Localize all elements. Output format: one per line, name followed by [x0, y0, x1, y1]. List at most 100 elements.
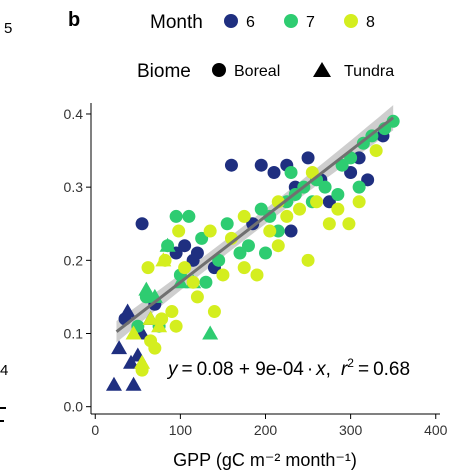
edge-tick-fragment-2: [0, 420, 4, 422]
data-point-boreal-month-8: [237, 209, 251, 223]
data-point-boreal-month-7: [169, 209, 183, 223]
data-point-tundra-month-8: [125, 325, 142, 340]
data-point-boreal-month-6: [301, 151, 315, 165]
data-point-boreal-month-8: [207, 305, 221, 319]
legend-biome: Biome Boreal Tundra: [137, 61, 394, 82]
legend-month-6-label: 6: [246, 14, 255, 31]
data-point-boreal-month-7: [331, 187, 345, 201]
data-point-boreal-month-6: [284, 224, 298, 238]
edge-fragment-top: 5: [4, 20, 12, 37]
data-point-boreal-month-6: [344, 166, 358, 180]
data-point-boreal-month-8: [322, 217, 336, 231]
data-point-tundra-month-7: [202, 325, 219, 340]
data-point-boreal-month-8: [263, 224, 277, 238]
data-point-boreal-month-7: [259, 246, 272, 260]
y-tick-label: 0.4: [64, 106, 84, 122]
data-point-boreal-month-8: [237, 261, 251, 275]
data-point-boreal-month-7: [254, 202, 268, 216]
equation-r-label: r: [341, 359, 348, 380]
legend-month: Month 6 7 8: [150, 12, 375, 33]
legend-month-7-label: 7: [306, 14, 315, 31]
legend-month-8-label: 8: [366, 14, 375, 31]
equation-dot: ·: [307, 359, 313, 380]
data-point-boreal-month-8: [172, 224, 186, 238]
data-point-boreal-month-8: [186, 275, 200, 289]
data-point-boreal-month-8: [148, 341, 162, 355]
data-point-boreal-month-7: [352, 180, 366, 194]
data-point-boreal-month-8: [165, 305, 179, 319]
data-point-boreal-month-7: [233, 246, 247, 260]
data-point-boreal-month-8: [331, 202, 345, 216]
y-tick-label: 0.2: [64, 252, 84, 268]
data-point-tundra-month-6: [125, 376, 142, 391]
legend-month-6-swatch: [224, 14, 238, 28]
equation-rhs-b: x: [315, 359, 327, 380]
y-tick-label: 0.1: [64, 326, 84, 342]
data-point-boreal-month-8: [178, 261, 192, 275]
y-tick-label: 0.3: [64, 179, 84, 195]
data-point-boreal-month-6: [361, 173, 375, 187]
data-point-boreal-month-8: [310, 195, 324, 209]
data-point-boreal-month-8: [190, 290, 204, 304]
data-point-boreal-month-7: [263, 209, 277, 223]
data-point-boreal-month-7: [335, 158, 349, 172]
data-point-boreal-month-8: [342, 217, 356, 231]
y-tick-label: 0.0: [64, 399, 84, 415]
y-ticks: 0.0 0.1 0.2 0.3 0.4: [64, 106, 91, 415]
data-point-tundra-month-7: [138, 281, 155, 296]
data-point-boreal-month-7: [182, 209, 196, 223]
equation-lhs: y: [166, 359, 179, 380]
data-point-boreal-month-6: [224, 158, 238, 172]
regression-equation: y = 0.08 + 9e-04 · x, r2 = 0.68: [166, 356, 410, 380]
equation-comma: ,: [326, 359, 331, 380]
x-ticks: 0 100 200 300 400: [91, 414, 448, 438]
x-axis-title: GPP (gC m⁻² month⁻¹): [173, 450, 357, 470]
data-point-boreal-month-7: [318, 180, 332, 194]
equation-r-equals: =: [358, 359, 369, 380]
data-points: [105, 114, 400, 391]
x-tick-label: 100: [169, 422, 193, 438]
data-point-boreal-month-7: [199, 275, 213, 289]
data-point-boreal-month-6: [267, 166, 281, 180]
data-point-boreal-month-8: [305, 166, 319, 180]
data-point-tundra-month-8: [142, 310, 159, 325]
data-point-boreal-month-6: [178, 239, 192, 253]
data-point-tundra-month-8: [155, 252, 172, 267]
legend-month-7-swatch: [284, 14, 298, 28]
x-tick-label: 0: [91, 422, 99, 438]
data-point-boreal-month-7: [220, 217, 234, 231]
data-point-boreal-month-6: [135, 217, 149, 231]
x-tick-label: 400: [424, 422, 448, 438]
equation-r-exponent: 2: [347, 356, 354, 370]
data-point-tundra-month-8: [151, 318, 168, 333]
data-point-tundra-month-6: [123, 354, 140, 369]
data-point-tundra-month-7: [159, 237, 176, 252]
equation-rhs-a: 0.08 + 9e-04: [197, 359, 305, 380]
data-point-boreal-month-8: [293, 202, 307, 216]
data-point-boreal-month-7: [284, 166, 298, 180]
equation-equals: =: [182, 359, 193, 380]
equation-r-value: 0.68: [373, 359, 410, 380]
data-point-boreal-month-6: [254, 158, 268, 172]
legend-boreal-label: Boreal: [234, 63, 280, 80]
legend-tundra-swatch: [313, 62, 331, 77]
data-point-boreal-month-7: [386, 114, 400, 128]
legend-biome-title: Biome: [137, 61, 191, 82]
x-tick-label: 300: [339, 422, 363, 438]
data-point-boreal-month-8: [271, 239, 285, 253]
data-point-tundra-month-8: [134, 354, 151, 369]
data-point-boreal-month-8: [169, 319, 183, 333]
data-point-boreal-month-8: [301, 253, 315, 267]
data-point-boreal-month-6: [190, 246, 204, 260]
data-point-boreal-month-8: [250, 268, 264, 282]
legend-month-title: Month: [150, 12, 203, 33]
legend-month-8-swatch: [344, 14, 358, 28]
data-point-boreal-month-8: [280, 209, 294, 223]
data-point-boreal-month-8: [141, 261, 155, 275]
panel-letter: b: [68, 9, 80, 31]
legend-boreal-swatch: [212, 63, 226, 77]
data-point-tundra-month-6: [105, 376, 122, 391]
regression-line: [115, 116, 395, 333]
data-point-boreal-month-8: [352, 195, 366, 209]
